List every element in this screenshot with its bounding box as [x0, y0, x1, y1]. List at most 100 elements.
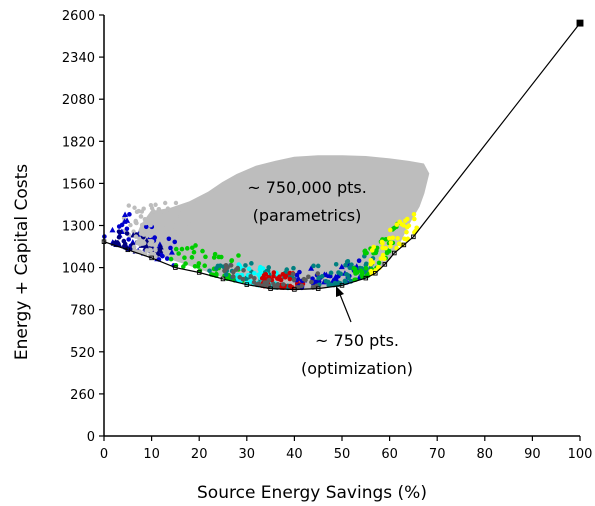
optimization-curve-marker	[292, 287, 297, 292]
x-axis-title: Source Energy Savings (%)	[197, 483, 427, 503]
parametric-point	[187, 221, 192, 227]
optimization-point	[280, 282, 286, 287]
optimization-point	[394, 222, 400, 227]
parametric-point	[174, 213, 179, 219]
optimization-point	[139, 222, 145, 228]
optimization-point	[179, 246, 185, 252]
annotation-optimization-count: ~ 750 pts.	[315, 331, 399, 350]
parametric-point	[174, 222, 179, 227]
x-ticks: 0 10 20 30 40 50 60 70 80 90 100	[100, 436, 592, 462]
parametric-point	[165, 230, 170, 235]
optimization-point	[235, 265, 241, 271]
optimization-point	[126, 237, 131, 242]
y-tick-label: 520	[70, 346, 95, 361]
optimization-point	[308, 265, 315, 271]
optimization-point	[147, 241, 152, 247]
optimization-point	[157, 247, 164, 253]
optimization-point	[183, 261, 188, 266]
optimization-point	[404, 224, 410, 230]
parametric-point	[156, 207, 162, 212]
optimization-curve-marker	[576, 19, 584, 27]
optimization-point	[402, 218, 408, 224]
optimization-point	[264, 280, 270, 285]
optimization-point	[323, 278, 329, 284]
x-tick-label: 70	[429, 447, 446, 462]
optimization-point	[323, 271, 330, 278]
optimization-point	[395, 235, 400, 241]
y-tick-label: 2600	[62, 9, 95, 24]
optimization-point	[368, 261, 374, 267]
optimization-point	[164, 256, 170, 261]
optimization-point	[153, 247, 158, 253]
optimization-curve-marker	[125, 247, 131, 253]
optimization-point	[148, 247, 153, 253]
optimization-point	[399, 221, 405, 227]
optimization-point	[358, 268, 364, 274]
optimization-point	[313, 279, 319, 285]
optimization-point	[115, 241, 121, 247]
optimization-point	[192, 263, 198, 269]
optimization-point	[135, 240, 140, 246]
parametric-point	[173, 200, 179, 206]
optimization-point	[287, 283, 293, 289]
y-tick-label: 780	[70, 304, 95, 319]
optimization-points	[101, 19, 584, 292]
optimization-point	[388, 240, 394, 245]
optimization-point	[333, 261, 339, 267]
parametric-point	[148, 202, 154, 208]
parametric-point	[165, 242, 170, 247]
optimization-curve-marker	[244, 282, 250, 287]
optimization-curve-marker	[268, 286, 273, 291]
optimization-point	[168, 249, 175, 255]
optimization-point	[248, 274, 254, 279]
optimization-point	[291, 277, 297, 283]
optimization-point	[287, 276, 293, 282]
optimization-point	[124, 217, 131, 223]
optimization-curve-marker	[382, 262, 388, 267]
optimization-point	[131, 244, 137, 250]
optimization-point	[184, 246, 190, 251]
optimization-point	[363, 262, 369, 268]
optimization-point	[160, 253, 165, 259]
annotation-parametric-label: (parametrics)	[253, 206, 362, 225]
optimization-point	[368, 258, 374, 263]
optimization-point	[252, 275, 257, 281]
x-tick-label: 40	[286, 447, 303, 462]
optimization-point	[218, 254, 224, 260]
optimization-point	[117, 230, 123, 235]
optimization-point	[402, 236, 407, 242]
parametric-point	[182, 206, 187, 211]
optimization-point	[394, 245, 399, 251]
parametric-cloud-region	[135, 155, 430, 291]
y-ticks: 0 260 520 780 1040 1300 1560 1820 2080 2340 2600	[62, 9, 104, 445]
optimization-point	[122, 211, 129, 218]
optimization-point	[291, 265, 296, 271]
annotations: ~ 750,000 pts. (parametrics) ~ 750 pts. …	[247, 178, 413, 378]
optimization-point	[138, 214, 144, 219]
x-tick-label: 50	[334, 447, 351, 462]
optimization-curve-marker	[220, 276, 226, 282]
optimization-point	[173, 246, 179, 252]
optimization-point	[124, 231, 130, 236]
optimization-point	[168, 256, 174, 262]
optimization-point	[157, 243, 164, 250]
optimization-point	[166, 236, 172, 242]
optimization-point	[412, 216, 417, 222]
optimization-point	[290, 271, 296, 277]
parametric-point	[136, 208, 141, 214]
optimization-point	[376, 260, 382, 266]
optimization-point	[124, 226, 130, 232]
optimization-point	[262, 276, 268, 282]
annotation-optimization-label: (optimization)	[301, 359, 413, 378]
optimization-point	[338, 271, 344, 277]
optimization-point	[283, 274, 288, 280]
x-tick-label: 80	[477, 447, 494, 462]
optimization-curve-marker	[173, 265, 178, 270]
parametric-point	[171, 233, 176, 238]
optimization-point	[271, 273, 276, 279]
optimization-point	[251, 280, 257, 285]
x-tick-label: 20	[191, 447, 208, 462]
optimization-point	[374, 248, 379, 254]
optimization-point	[275, 282, 281, 287]
